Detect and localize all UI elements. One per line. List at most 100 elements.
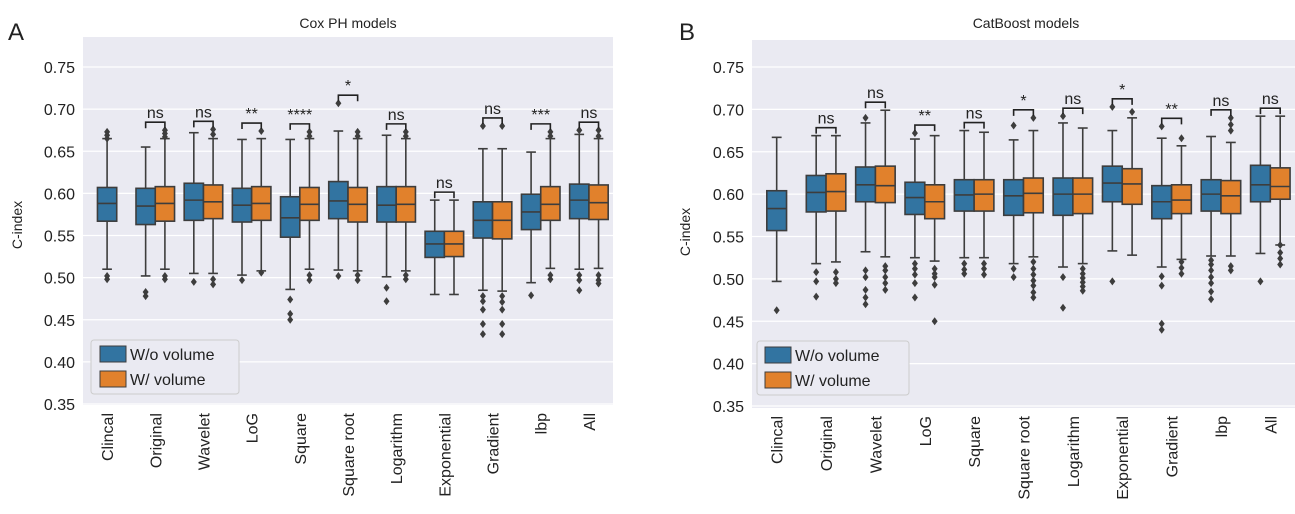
outlier-point	[479, 121, 486, 130]
box-iqr	[1121, 167, 1143, 206]
y-tick-label: 0.65	[713, 145, 744, 162]
outlier-point	[576, 286, 583, 295]
significance-label: ns	[867, 85, 884, 102]
outlier-point	[354, 276, 361, 285]
outlier-point	[813, 292, 820, 301]
x-tick-label: Square root	[341, 412, 358, 496]
outlier-point	[1079, 278, 1086, 287]
significance-bracket	[241, 122, 263, 130]
outlier-point	[402, 132, 409, 141]
y-tick-label: 0.70	[44, 102, 75, 119]
outlier-point	[862, 113, 869, 122]
box-plot	[299, 127, 320, 285]
outlier-point	[142, 287, 149, 296]
outlier-point	[1208, 273, 1215, 282]
outlier-point	[306, 276, 313, 285]
outlier-point	[981, 259, 988, 268]
box-plot	[923, 134, 946, 326]
significance-label: ns	[195, 104, 212, 121]
outlier-point	[287, 309, 294, 318]
box-plot	[1121, 107, 1143, 256]
y-tick-label: 0.65	[44, 144, 75, 161]
outlier-point	[528, 291, 535, 300]
outlier-point	[832, 274, 839, 283]
significance-label: ****	[287, 107, 312, 124]
y-tick-label: 0.75	[44, 60, 75, 77]
outlier-point	[258, 268, 265, 277]
x-tick-label: Clincal	[770, 416, 787, 464]
outlier-point	[1079, 286, 1086, 295]
outlier-point	[1277, 254, 1284, 263]
y-tick-label: 0.45	[44, 313, 75, 330]
outlier-point	[1030, 281, 1037, 290]
outlier-point	[402, 127, 409, 136]
x-tick-label: All	[582, 413, 599, 431]
box-plot	[1170, 134, 1193, 278]
outlier-point	[773, 306, 780, 315]
box-plot	[539, 127, 561, 284]
box-plot	[825, 134, 847, 288]
box-plot	[279, 138, 301, 324]
outlier-point	[1208, 287, 1215, 296]
y-tick-label: 0.55	[44, 229, 75, 246]
legend-swatch-w-volume	[99, 370, 127, 388]
y-tick-labels: 0.35 0.40 0.45 0.50 0.55 0.60 0.65 0.70 0.75	[713, 60, 744, 416]
outlier-point	[1109, 102, 1116, 111]
significance-label: ns	[436, 175, 453, 192]
x-tick-label: All	[1263, 416, 1280, 434]
significance-bracket	[144, 121, 166, 129]
x-tick-label: Gradient	[486, 412, 503, 474]
box-iqr	[279, 195, 301, 238]
significance-bracket	[1062, 107, 1084, 115]
x-tick-label: lbp	[534, 413, 551, 434]
significance-bracket	[193, 120, 214, 128]
box-plot	[395, 127, 417, 284]
outlier-point	[479, 305, 486, 314]
box-iqr	[1101, 165, 1124, 203]
outlier-point	[813, 268, 820, 277]
significance-bracket	[385, 123, 407, 130]
outlier-point	[1227, 126, 1234, 135]
legend-swatch-wo-volume	[764, 346, 792, 364]
y-tick-label: 0.35	[713, 399, 744, 416]
box-plot	[347, 127, 369, 285]
x-tick-label: LoG	[245, 413, 262, 443]
outlier-point	[1158, 272, 1165, 281]
outlier-point	[210, 130, 217, 139]
outlier-point	[1030, 293, 1037, 302]
box-plots	[96, 99, 609, 339]
outlier-point	[595, 279, 602, 288]
outlier-point	[981, 270, 988, 279]
outlier-point	[210, 275, 217, 284]
box-iqr	[874, 165, 896, 204]
x-tick-label: Square	[293, 413, 310, 465]
outlier-point	[1227, 262, 1234, 271]
x-tick-label: Wavelet	[868, 415, 885, 473]
legend: W/o volume W/ volume	[756, 340, 910, 396]
x-tick-label: Square root	[1017, 415, 1034, 499]
outlier-point	[1158, 281, 1165, 290]
outlier-point	[161, 271, 168, 280]
box-iqr	[805, 174, 827, 213]
outlier-point	[161, 126, 168, 135]
outlier-point	[499, 319, 506, 328]
outlier-point	[547, 271, 554, 280]
panel-a: A Cox PH models C-index 0.35 0.40 0.45 0.50…	[8, 15, 613, 497]
significance-label: ns	[580, 105, 597, 122]
outlier-point	[911, 264, 918, 273]
outlier-point	[306, 127, 313, 136]
outlier-point	[911, 293, 918, 302]
y-tick-label: 0.50	[713, 272, 744, 289]
outlier-point	[595, 126, 602, 135]
outlier-point	[931, 280, 938, 289]
y-tick-label: 0.35	[44, 397, 75, 414]
box-iqr	[1249, 164, 1272, 203]
significance-bracket	[578, 121, 600, 129]
box-plot	[766, 136, 788, 315]
outlier-point	[1178, 134, 1185, 143]
outlier-point	[1178, 263, 1185, 272]
box-iqr	[1052, 177, 1074, 217]
box-iqr	[376, 185, 397, 223]
